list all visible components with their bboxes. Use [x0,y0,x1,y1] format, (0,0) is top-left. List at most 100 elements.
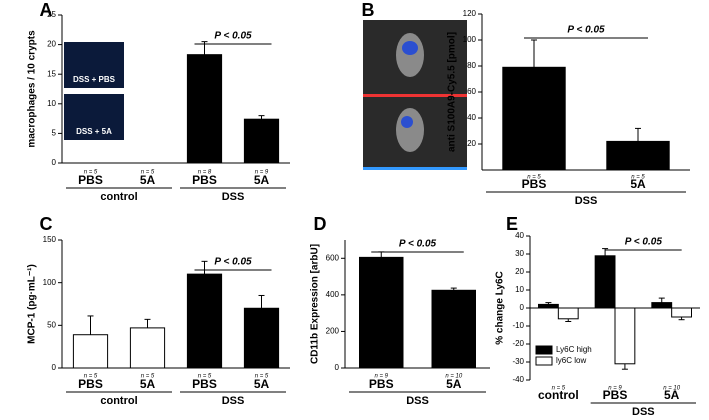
significance-label: P < 0.05 [214,257,252,268]
color-scale [363,94,467,97]
bar [502,66,566,171]
color-scale [363,167,467,170]
category-label: PBS [603,388,628,402]
category-label: PBS [192,377,217,391]
n-label: n = 5 [631,175,645,181]
y-tick-label: -40 [512,375,524,384]
y-tick-label: -10 [512,321,524,330]
category-label: PBS [369,377,394,391]
y-axis-label: CD11b Expression [arbU] [310,244,321,364]
inset-label: DSS + 5A [76,127,112,136]
group-label: DSS [406,395,429,407]
legend-label: ly6C low [556,356,586,365]
n-label: n = 5 [198,374,212,380]
group-label: control [100,395,137,407]
bar [359,256,404,369]
bar [129,327,166,369]
y-tick-label: 150 [43,235,57,244]
y-tick-label: 120 [463,9,477,18]
panel-label: C [40,214,53,234]
legend-swatch [535,356,553,366]
y-tick-label: 40 [467,113,476,122]
significance-label: P < 0.05 [567,25,605,36]
bar [606,140,670,171]
bar [671,307,693,318]
y-tick-label: 0 [335,363,340,372]
y-axis-label: macrophages / 10 crypts [27,30,38,148]
y-tick-label: 20 [47,40,56,49]
category-label: PBS [522,177,547,191]
bar [538,303,559,309]
n-label: n = 5 [84,374,98,380]
y-tick-label: 50 [47,320,56,329]
signal [401,116,413,128]
bar [594,255,616,309]
y-tick-label: 20 [467,139,476,148]
n-label: n = 8 [198,170,212,176]
bar [651,302,673,309]
y-tick-label: -20 [512,339,524,348]
y-axis-label: anti S100A9-Cy5.5 [pmol] [447,32,458,152]
category-label: 5A [664,388,680,402]
mouse-body [396,108,424,152]
n-label: n = 5 [552,386,566,392]
n-label: n = 5 [84,170,98,176]
group-label: DSS [632,406,655,418]
group-label: DSS [575,195,598,207]
y-tick-label: 400 [326,290,340,299]
bar [614,307,636,365]
y-tick-label: 15 [47,69,56,78]
y-tick-label: 0 [52,363,57,372]
bar [72,334,109,369]
y-axis-label: % change Ly6C [495,271,506,345]
n-label: n = 9 [374,374,388,380]
y-axis-label: MCP-1 (pg·mL⁻¹) [27,264,38,344]
y-tick-label: 0 [520,303,525,312]
y-tick-label: 0 [52,158,57,167]
bar [243,118,280,164]
significance-label: P < 0.05 [625,237,663,248]
legend-swatch [535,345,553,355]
y-tick-label: 100 [43,278,57,287]
group-label: DSS [222,395,245,407]
inset-label: DSS + PBS [73,75,116,84]
y-tick-label: 200 [326,327,340,336]
significance-label: P < 0.05 [399,239,437,250]
n-label: n = 10 [445,374,463,380]
category-label: 5A [140,173,156,187]
category-label: PBS [78,377,103,391]
n-label: n = 5 [255,374,269,380]
y-tick-label: 10 [47,99,56,108]
y-tick-label: 60 [467,87,476,96]
bar [186,54,223,164]
y-tick-label: -30 [512,357,524,366]
bar [557,307,579,320]
category-label: 5A [254,377,270,391]
group-label: control [100,191,137,203]
inset-image [64,42,124,88]
n-label: n = 9 [608,386,622,392]
y-tick-label: 40 [515,231,524,240]
bar [186,273,223,369]
y-tick-label: 30 [515,249,524,258]
y-tick-label: 25 [47,10,56,19]
inset-image [64,94,124,140]
n-label: n = 5 [527,175,541,181]
significance-label: P < 0.05 [214,31,252,42]
panel-label: D [314,214,327,234]
n-label: n = 10 [663,386,681,392]
category-label: PBS [192,173,217,187]
n-label: n = 5 [141,374,155,380]
y-tick-label: 10 [515,285,524,294]
category-label: 5A [140,377,156,391]
y-tick-label: 600 [326,253,340,262]
category-label: 5A [446,377,462,391]
y-tick-label: 80 [467,61,476,70]
category-label: PBS [78,173,103,187]
signal [402,41,418,55]
bar [431,289,476,369]
y-tick-label: 5 [52,129,57,138]
category-label: control [538,388,579,402]
group-label: DSS [222,191,245,203]
